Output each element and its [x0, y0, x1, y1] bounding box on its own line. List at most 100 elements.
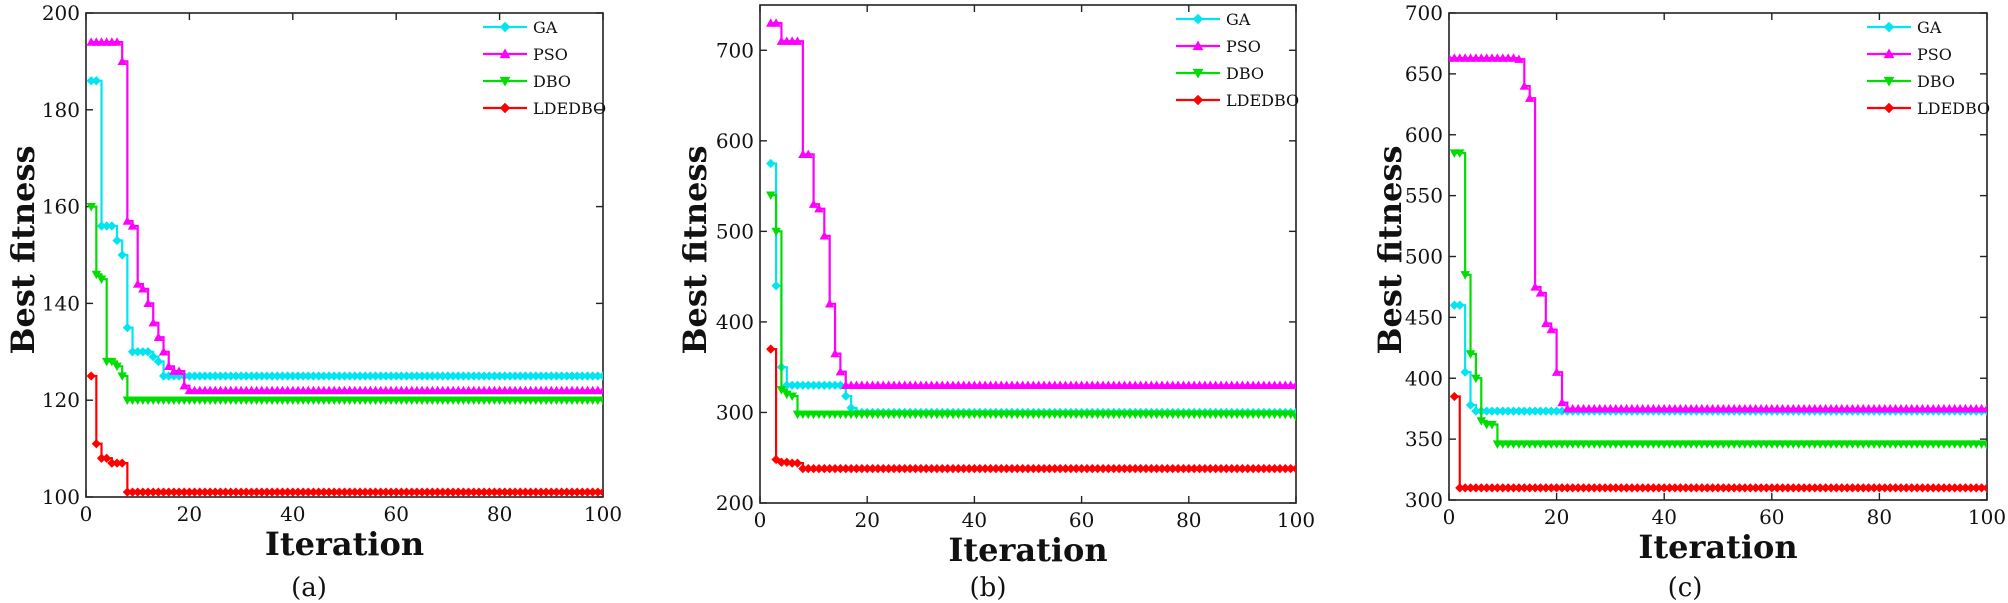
- panel-1: 0 20 40 60 80 100 200 300 400 500 600 700 Iteration B…: [676, 4, 1315, 603]
- point-GA: [122, 322, 132, 333]
- x-tick-label: 100: [1277, 508, 1315, 532]
- plot-area: [86, 37, 603, 497]
- y-tick-label: 200: [42, 1, 80, 25]
- point-GA: [91, 76, 101, 86]
- y-tick-label: 400: [716, 310, 754, 334]
- y-tick-label: 650: [1405, 62, 1443, 86]
- y-tick-label: 180: [42, 98, 80, 122]
- point-PSO: [814, 203, 824, 213]
- point-DBO: [117, 372, 127, 381]
- legend-label-PSO: PSO: [1226, 37, 1261, 56]
- legend-marker-GA: [1192, 13, 1204, 25]
- point-LDEDBO: [782, 457, 792, 467]
- point-LDEDBO: [1449, 391, 1460, 402]
- x-tick-label: 40: [962, 508, 987, 532]
- x-axis-title: Iteration: [1638, 528, 1797, 566]
- point-PSO: [1508, 53, 1519, 62]
- legend-label-PSO: PSO: [533, 45, 568, 64]
- x-tick-label: 100: [584, 502, 622, 526]
- point-PSO: [117, 56, 127, 66]
- point-LDEDBO: [86, 371, 96, 381]
- x-tick-label: 0: [754, 508, 767, 532]
- legend-marker-LDEDBO: [1883, 102, 1895, 114]
- series-line-GA: [770, 162, 1296, 414]
- y-tick-label: 300: [1405, 488, 1443, 512]
- legend-marker-DBO: [1883, 76, 1895, 87]
- panel-caption: (c): [1668, 573, 1703, 603]
- y-tick-label: 120: [42, 388, 80, 412]
- point-PSO: [143, 298, 153, 308]
- point-PSO: [835, 366, 846, 376]
- point-PSO: [598, 385, 603, 395]
- y-tick-label: 160: [42, 195, 80, 219]
- point-LDEDBO: [598, 487, 603, 497]
- point-PSO: [1546, 324, 1556, 334]
- point-LDEDBO: [1982, 483, 1987, 493]
- x-tick-label: 20: [854, 508, 879, 532]
- point-GA: [107, 221, 117, 231]
- point-DBO: [787, 392, 797, 401]
- legend-label-GA: GA: [1226, 10, 1251, 29]
- point-GA: [1465, 400, 1476, 410]
- legend-label-PSO: PSO: [1917, 45, 1952, 64]
- point-PSO: [808, 199, 819, 208]
- x-tick-label: 40: [280, 502, 305, 526]
- point-PSO: [158, 346, 169, 356]
- point-PSO: [127, 221, 138, 230]
- y-tick-label: 450: [1405, 305, 1443, 329]
- series-line-DBO: [91, 205, 603, 402]
- point-GA: [771, 281, 781, 291]
- point-GA: [112, 235, 122, 246]
- point-GA: [1455, 300, 1465, 310]
- x-tick-label: 100: [1968, 505, 2006, 529]
- y-tick-label: 550: [1405, 184, 1443, 208]
- point-PSO: [830, 348, 840, 358]
- point-PSO: [148, 317, 158, 327]
- y-tick-label: 100: [42, 485, 80, 509]
- point-LDEDBO: [766, 344, 776, 354]
- point-DBO: [86, 202, 96, 212]
- point-PSO: [1982, 403, 1987, 413]
- series-line-GA: [91, 79, 603, 378]
- point-PSO: [1519, 81, 1530, 90]
- point-GA: [598, 371, 603, 381]
- legend: GA PSO DBO LDEDBO: [1867, 18, 1990, 118]
- y-tick-label: 600: [1405, 123, 1443, 147]
- y-tick-label: 350: [1405, 427, 1443, 451]
- point-GA: [1460, 367, 1470, 377]
- y-tick-label: 140: [42, 291, 80, 315]
- point-PSO: [1291, 380, 1296, 389]
- point-GA: [766, 158, 776, 169]
- x-axis-title: Iteration: [948, 531, 1107, 569]
- series-line-PSO: [1449, 56, 1987, 410]
- panel-2: 0 20 40 60 80 100 300 350 400 450 500 550 600 650 700 I…: [1371, 1, 2006, 603]
- point-DBO: [1465, 350, 1476, 359]
- point-DBO: [1455, 149, 1465, 158]
- point-PSO: [112, 37, 122, 46]
- point-PSO: [1524, 93, 1535, 102]
- plot-area: [1449, 53, 1987, 493]
- y-tick-label: 400: [1405, 366, 1443, 390]
- plot-area: [766, 18, 1296, 474]
- y-tick-label: 700: [1405, 1, 1443, 25]
- point-PSO: [164, 361, 174, 370]
- series-line-PSO: [91, 40, 603, 392]
- plot-frame: [759, 4, 1297, 504]
- point-PSO: [824, 298, 835, 308]
- point-GA: [841, 391, 851, 401]
- x-tick-label: 60: [383, 502, 408, 526]
- legend-marker-GA: [499, 21, 511, 33]
- series-line-PSO: [770, 22, 1296, 387]
- point-DBO: [107, 357, 117, 367]
- point-PSO: [792, 36, 803, 45]
- plot-frame: [85, 12, 604, 498]
- point-PSO: [1530, 282, 1540, 291]
- point-DBO: [1471, 374, 1481, 384]
- y-tick-label: 700: [716, 38, 754, 62]
- point-LDEDBO: [91, 439, 101, 449]
- legend-marker-PSO: [1192, 40, 1204, 51]
- legend-marker-PSO: [1883, 48, 1895, 59]
- legend: GA PSO DBO LDEDBO: [483, 18, 606, 118]
- point-PSO: [122, 216, 133, 225]
- x-tick-label: 80: [1867, 505, 1892, 529]
